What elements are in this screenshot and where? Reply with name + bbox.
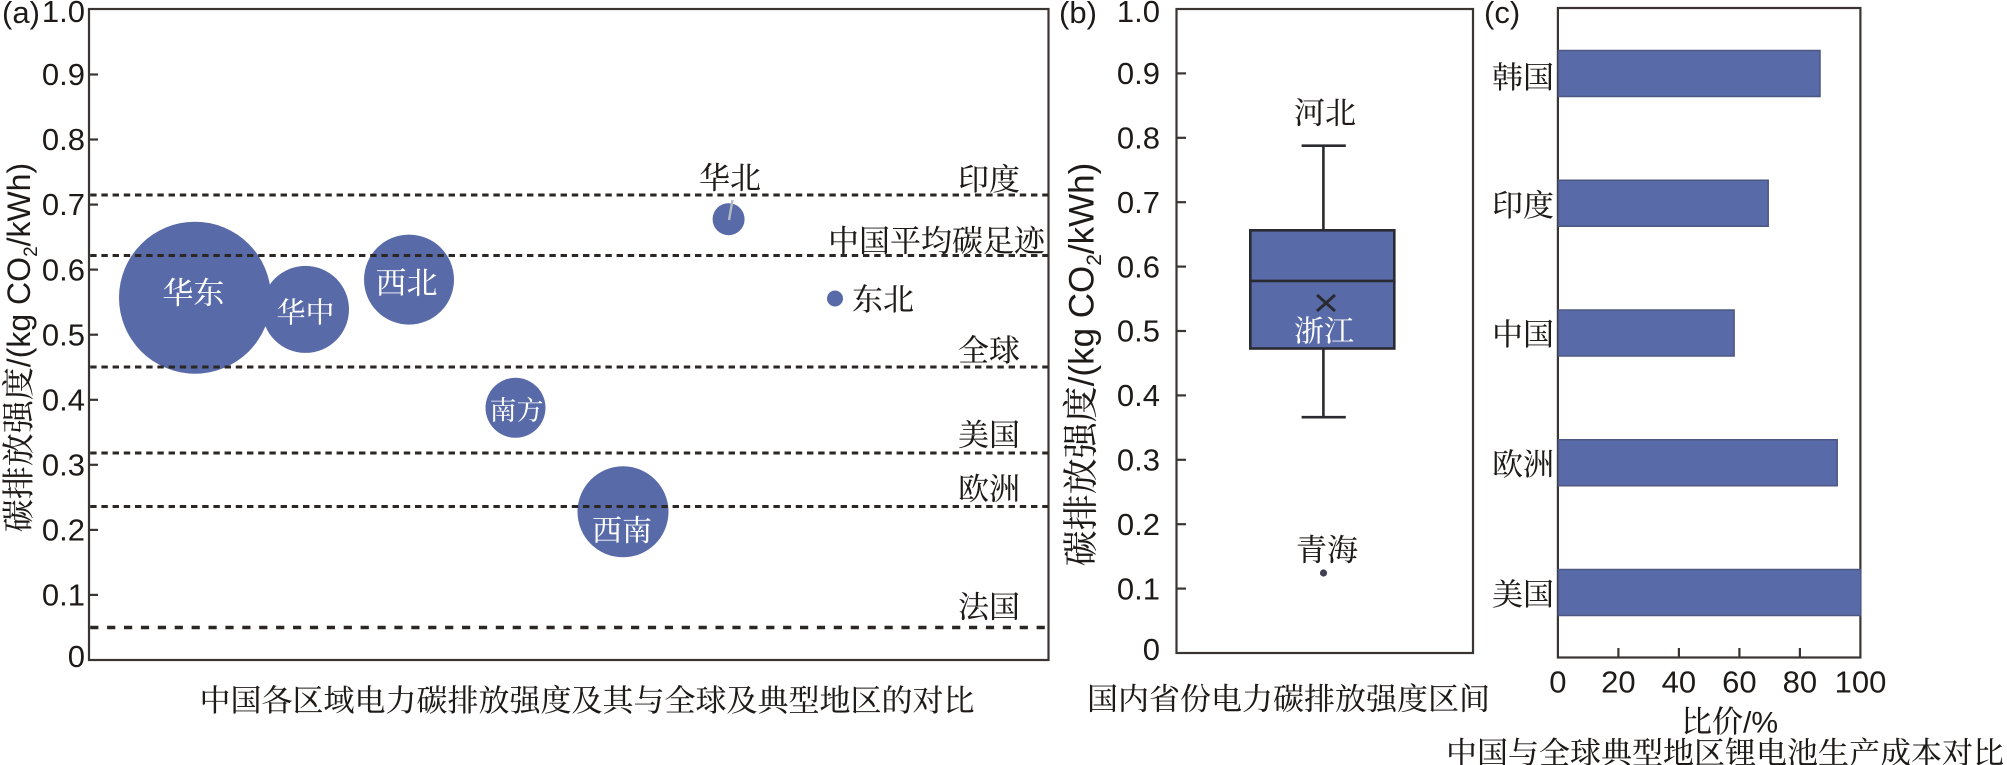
svg-text:0.9: 0.9: [1117, 56, 1160, 91]
svg-text:0.7: 0.7: [42, 187, 85, 222]
svg-text:0.1: 0.1: [42, 578, 85, 613]
svg-text:2: 2: [21, 246, 42, 257]
svg-text:60: 60: [1722, 665, 1756, 700]
svg-text:(a): (a): [2, 0, 40, 30]
svg-text:0.3: 0.3: [1117, 443, 1160, 478]
svg-text:20: 20: [1601, 665, 1635, 700]
svg-text:/%: /%: [1743, 706, 1778, 739]
svg-text:0.7: 0.7: [1117, 185, 1160, 220]
svg-text:80: 80: [1783, 665, 1817, 700]
svg-text:0.8: 0.8: [1117, 121, 1160, 156]
svg-text:0: 0: [1549, 665, 1566, 700]
svg-text:0.5: 0.5: [1117, 314, 1160, 349]
svg-text:0.6: 0.6: [1117, 249, 1160, 284]
svg-text:/(kg CO: /(kg CO: [1062, 266, 1101, 387]
svg-text:40: 40: [1662, 665, 1696, 700]
svg-text:0: 0: [68, 639, 85, 674]
svg-text:0.8: 0.8: [42, 122, 85, 157]
svg-text:/(kg CO: /(kg CO: [1, 257, 37, 367]
svg-text:(c): (c): [1484, 0, 1520, 30]
svg-text:2: 2: [1083, 254, 1106, 266]
svg-text:0.4: 0.4: [42, 382, 85, 417]
svg-text:0.2: 0.2: [42, 513, 85, 548]
svg-text:0.1: 0.1: [1117, 571, 1160, 606]
svg-text:0.9: 0.9: [42, 57, 85, 92]
svg-text:0.5: 0.5: [42, 317, 85, 352]
svg-text:0.4: 0.4: [1117, 378, 1160, 413]
svg-text:0.2: 0.2: [1117, 507, 1160, 542]
svg-text:0: 0: [1143, 632, 1160, 667]
svg-text:1.0: 1.0: [1117, 0, 1160, 29]
svg-text:0.3: 0.3: [42, 448, 85, 483]
svg-text:/kWh): /kWh): [1, 163, 37, 247]
svg-text:(b): (b): [1059, 0, 1097, 30]
svg-text:0.6: 0.6: [42, 252, 85, 287]
svg-text:1.0: 1.0: [42, 0, 85, 29]
svg-text:/kWh): /kWh): [1062, 163, 1101, 254]
svg-text:100: 100: [1835, 665, 1887, 700]
